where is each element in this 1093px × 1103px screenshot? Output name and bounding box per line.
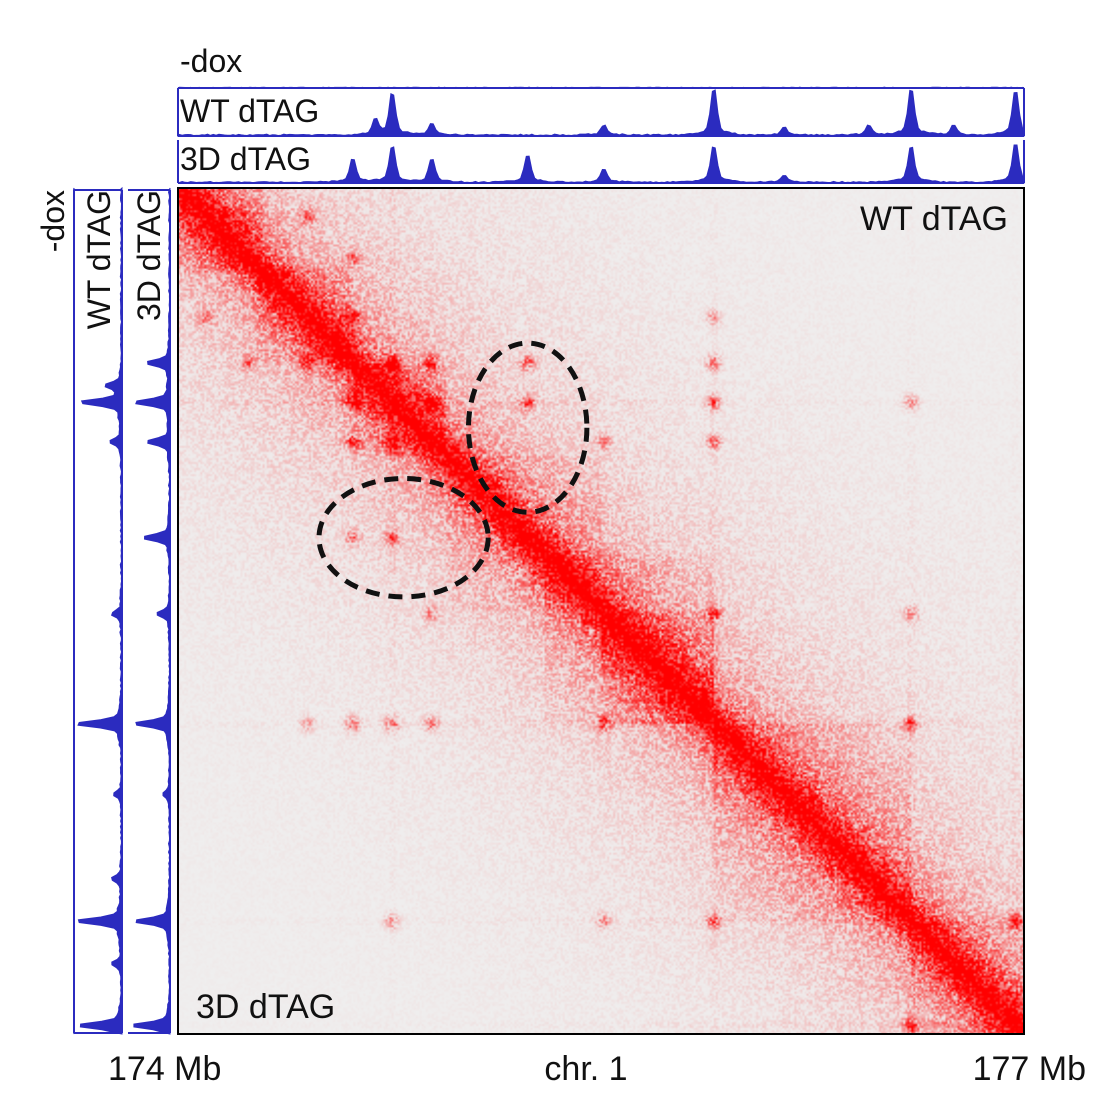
track-left-wt-dtag: WT dTAG — [74, 186, 123, 1035]
lower-triangle-label: 3D dTAG — [196, 988, 335, 1026]
track-label-top-wt-dtag: WT dTAG — [180, 93, 319, 129]
track-signal-top-wt-dtag — [176, 89, 1025, 137]
track-top-wt-dtag: WT dTAG — [176, 88, 1025, 137]
track-signal-left-wt-dtag — [77, 186, 123, 1035]
axis-end-label: 177 Mb — [973, 1050, 1086, 1088]
highlight-ellipse-upper — [465, 340, 590, 515]
track-signal-left-3d-dtag — [133, 187, 171, 1035]
track-left-dox: -dox — [35, 187, 75, 1035]
x-axis: 174 Mb chr. 1 177 Mb — [108, 1050, 1086, 1088]
track-top-dox: -dox — [177, 43, 1025, 89]
top-tracks: -dox WT dTAG 3D dTAG — [176, 43, 1025, 184]
highlight-ellipse-lower — [316, 475, 491, 600]
axis-chromosome-label: chr. 1 — [544, 1050, 627, 1088]
track-label-left-3d-dtag: 3D dTAG — [131, 190, 167, 321]
track-label-top-dox: -dox — [180, 43, 242, 79]
track-label-top-3d-dtag: 3D dTAG — [180, 141, 311, 177]
track-label-left-wt-dtag: WT dTAG — [81, 190, 117, 329]
left-tracks: -dox WT dTAG 3D dTAG — [35, 186, 171, 1035]
track-top-3d-dtag: 3D dTAG — [177, 140, 1025, 184]
track-label-left-dox: -dox — [35, 190, 71, 252]
track-signal-top-3d-dtag — [177, 144, 1025, 184]
contact-map: WT dTAG 3D dTAG — [177, 187, 1025, 1035]
contact-map-image — [178, 188, 1024, 1034]
axis-start-label: 174 Mb — [108, 1050, 221, 1088]
upper-triangle-label: WT dTAG — [860, 200, 1008, 238]
contact-map-frame — [177, 187, 1025, 1035]
track-left-3d-dtag: 3D dTAG — [128, 187, 171, 1035]
